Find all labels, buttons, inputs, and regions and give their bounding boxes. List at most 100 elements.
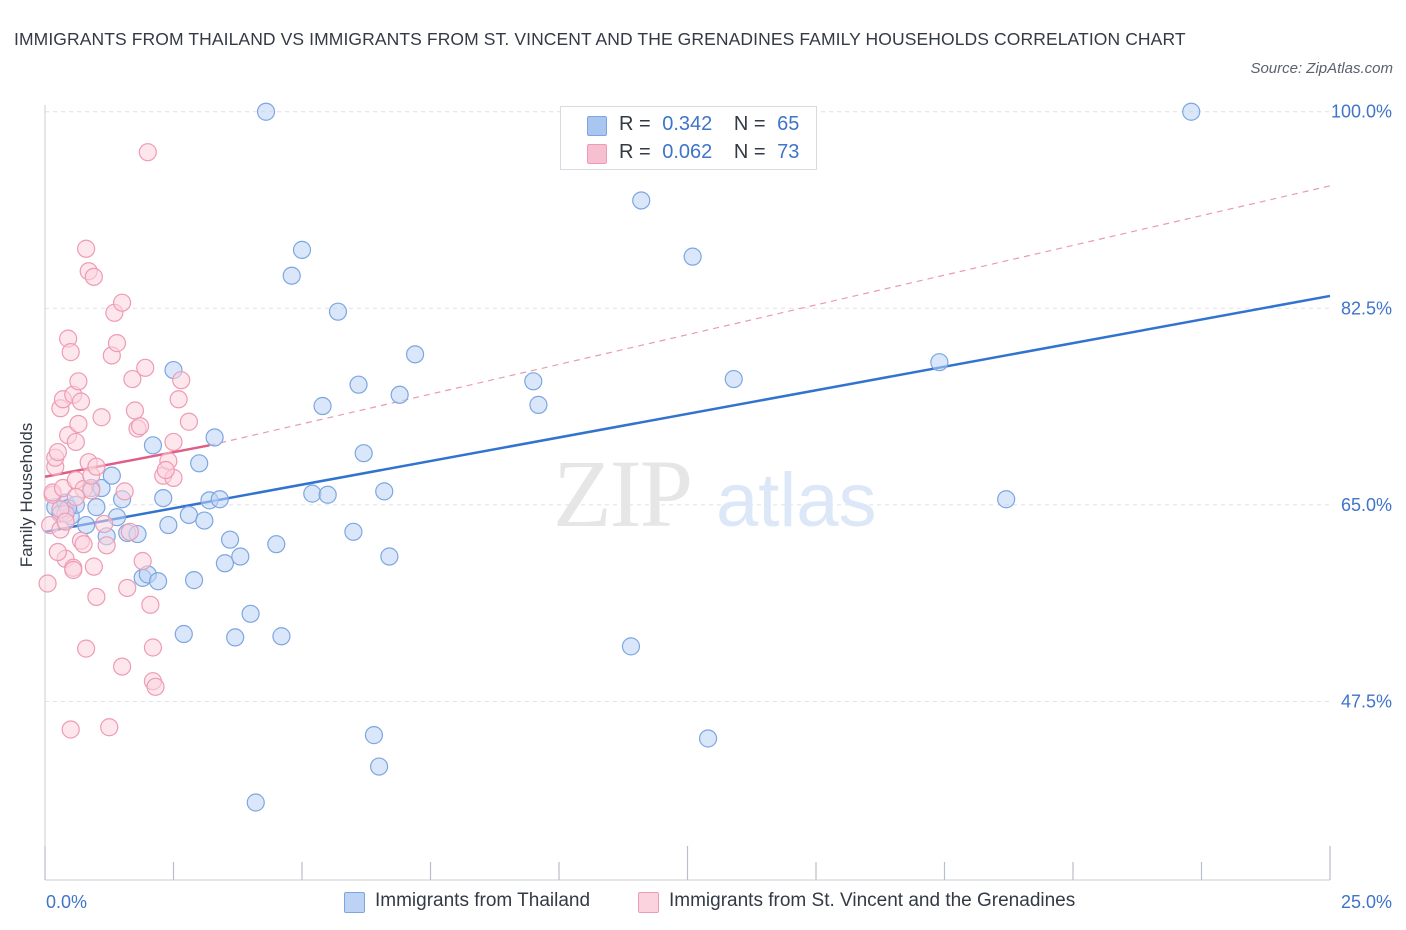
point-s1-36: [92, 408, 111, 427]
point-s0-47: [364, 726, 384, 745]
y-tick-label-3: 100.0%: [1331, 102, 1392, 122]
point-s0-44: [344, 522, 363, 541]
point-s1-63: [172, 371, 191, 390]
point-s1-16: [61, 343, 80, 362]
legend-label-stvincent: Immigrants from St. Vincent and the Gren…: [669, 890, 1076, 911]
point-s1-61: [164, 432, 183, 452]
stats-legend: R = 0.342 N = 65 R = 0.062 N = 73: [560, 106, 817, 170]
point-s1-44: [112, 293, 132, 312]
point-s0-5: [77, 515, 96, 535]
point-s0-52: [405, 345, 425, 364]
point-s1-72: [56, 512, 75, 531]
watermark-atlas: atlas: [716, 458, 877, 543]
point-s1-43: [112, 657, 132, 676]
point-s1-34: [87, 587, 106, 607]
point-s1-66: [64, 560, 83, 580]
point-s0-33: [241, 604, 260, 623]
point-s0-46: [354, 444, 373, 463]
point-s1-45: [115, 482, 134, 501]
point-s1-53: [138, 143, 157, 162]
point-s1-51: [133, 551, 152, 571]
point-s0-51: [390, 385, 409, 404]
point-s1-65: [48, 542, 67, 562]
trend-extension-s1: [209, 185, 1331, 446]
point-s0-56: [632, 191, 651, 210]
point-s0-62: [1182, 102, 1201, 121]
point-s0-42: [318, 485, 337, 504]
x-tick-label-1: 25.0%: [1341, 892, 1392, 912]
point-s0-54: [529, 395, 548, 414]
point-s1-35: [87, 457, 106, 476]
r-value-stvincent: 0.062: [662, 141, 713, 163]
point-s0-37: [272, 627, 291, 646]
x-tick-label-0: 0.0%: [46, 892, 87, 912]
point-s0-49: [375, 482, 394, 501]
point-s1-50: [130, 417, 150, 436]
legend-swatch-stvincent: [587, 144, 607, 164]
y-tick-label-1: 65.0%: [1341, 495, 1392, 515]
point-s0-61: [997, 490, 1016, 509]
point-s1-57: [146, 677, 165, 696]
point-s0-31: [226, 628, 245, 647]
y-tick-label-2: 82.5%: [1341, 298, 1392, 318]
point-s0-7: [87, 498, 106, 517]
point-s0-21: [174, 624, 193, 644]
point-s1-54: [141, 595, 160, 614]
point-s1-42: [107, 334, 127, 353]
point-s0-10: [102, 466, 121, 485]
point-s1-46: [118, 578, 137, 598]
point-s0-38: [282, 266, 301, 285]
n-label: N =: [733, 141, 766, 163]
point-s0-58: [698, 729, 718, 748]
point-s0-17: [148, 572, 168, 591]
chart-title: IMMIGRANTS FROM THAILAND VS IMMIGRANTS F…: [14, 29, 1186, 49]
trend-line-s1: [44, 444, 210, 479]
y-tick-label-0: 47.5%: [1341, 691, 1392, 711]
point-s0-57: [683, 247, 702, 266]
point-s0-29: [215, 554, 234, 573]
r-label: R =: [619, 113, 651, 135]
point-s0-55: [621, 637, 641, 656]
legend-label-thailand: Immigrants from Thailand: [375, 890, 591, 911]
point-s1-0: [38, 574, 57, 593]
point-s0-41: [313, 396, 332, 416]
point-s0-16: [143, 436, 163, 455]
point-s0-50: [380, 547, 399, 566]
r-label: R =: [619, 141, 651, 163]
point-s0-27: [205, 428, 224, 447]
point-s1-22: [69, 414, 88, 434]
point-s0-59: [724, 369, 743, 389]
point-s0-40: [303, 484, 322, 503]
point-s1-71: [156, 460, 175, 480]
point-s0-32: [231, 547, 250, 566]
legend-swatch-thailand: [344, 892, 365, 913]
point-s0-39: [292, 240, 312, 259]
point-s0-36: [267, 535, 286, 554]
tick-labels: 47.5% 65.0% 82.5% 100.0% 0.0% 25.0%: [46, 102, 1392, 912]
point-s0-53: [524, 372, 543, 391]
point-s1-6: [48, 442, 67, 462]
y-axis-label: Family Households: [17, 423, 36, 568]
point-s1-38: [97, 536, 116, 555]
point-s1-70: [120, 522, 139, 541]
point-s1-33: [84, 267, 103, 286]
point-s1-62: [169, 390, 188, 409]
point-s1-39: [100, 718, 119, 737]
point-s1-37: [95, 514, 114, 534]
source-label: Source: ZipAtlas.com: [1250, 60, 1393, 77]
r-value-thailand: 0.342: [662, 113, 713, 135]
point-s0-30: [220, 530, 240, 549]
point-s1-28: [77, 239, 96, 258]
point-s1-26: [74, 535, 93, 554]
point-s0-43: [328, 302, 348, 321]
watermark: ZIP atlas: [553, 440, 877, 547]
point-s1-23: [71, 392, 91, 411]
gridlines: [45, 111, 1330, 702]
point-s0-25: [195, 511, 214, 530]
n-value-stvincent: 73: [777, 141, 800, 163]
point-s1-27: [77, 639, 96, 658]
legend-swatch-stvincent: [638, 892, 659, 913]
point-s1-69: [84, 557, 103, 576]
point-s0-28: [210, 490, 229, 509]
